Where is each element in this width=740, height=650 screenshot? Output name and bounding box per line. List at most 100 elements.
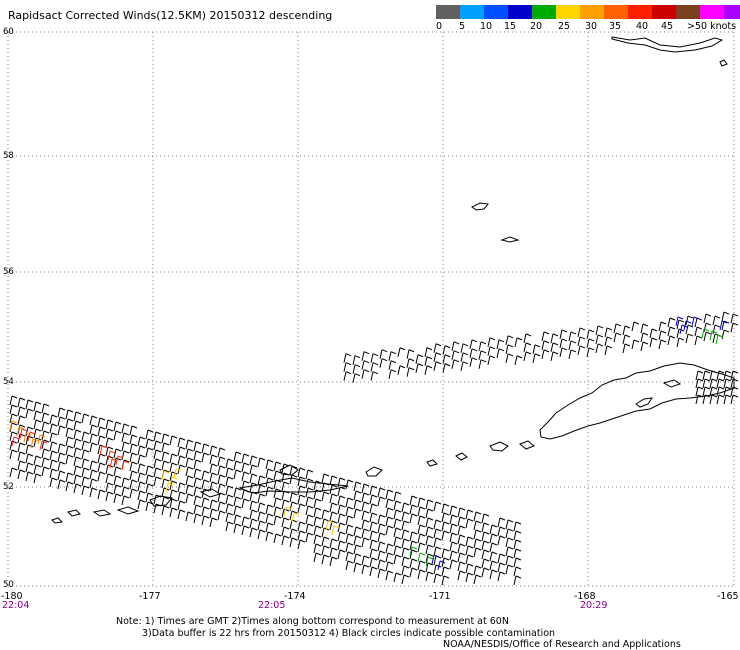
wind-barb-583 <box>451 350 460 360</box>
wind-barb-309 <box>305 523 314 534</box>
wind-barb-155 <box>161 433 170 444</box>
wind-barb-645 <box>658 321 667 332</box>
wind-barb-225 <box>225 494 234 505</box>
wind-barb-403 <box>393 500 402 511</box>
time-label-left: 22:04 <box>2 600 30 611</box>
wind-barb-145 <box>145 492 154 503</box>
wind-barb-520 <box>513 566 522 577</box>
wind-barb-32 <box>33 473 42 484</box>
wind-barb-604 <box>523 333 532 343</box>
wind-barb-241 <box>241 489 250 500</box>
wind-barb-563 <box>388 351 397 361</box>
wind-barb-355 <box>345 560 354 571</box>
wind-barb-498 <box>489 533 498 544</box>
wind-barb-70 <box>73 456 82 467</box>
wind-barb-577 <box>433 352 442 362</box>
wind-barb-556 <box>361 360 370 370</box>
wind-barb-203 <box>201 506 210 517</box>
wind-barb-609 <box>541 331 550 341</box>
wind-barb-605 <box>523 342 532 352</box>
lon-label-171: -171 <box>429 591 451 602</box>
wind-barb-437 <box>425 508 434 519</box>
wind-barb-549 <box>343 353 352 363</box>
wind-barb-441 <box>425 544 434 555</box>
coastline-shape-17 <box>92 509 112 517</box>
wind-barb-58 <box>65 418 74 429</box>
wind-barb-466 <box>449 550 458 561</box>
wind-barb-68 <box>73 438 82 449</box>
wind-barb-321 <box>321 482 330 493</box>
wind-barb-426 <box>409 558 418 569</box>
wind-barb-25 <box>33 401 42 412</box>
wind-barb-16 <box>17 469 26 480</box>
wind-barb-26 <box>33 410 42 421</box>
wind-barb-34 <box>41 412 50 423</box>
time-label-right: 20:29 <box>580 600 608 611</box>
wind-barb-702 <box>715 334 724 345</box>
wind-barb-618 <box>568 331 577 342</box>
wind-barb-530 <box>39 440 48 451</box>
wind-barb-661 <box>703 322 712 333</box>
wind-barb-5 <box>9 440 18 451</box>
wind-barb-219 <box>217 501 226 512</box>
wind-barb-598 <box>496 348 505 358</box>
wind-barb-95 <box>97 462 106 473</box>
wind-barb-340 <box>337 495 346 506</box>
wind-barb-296 <box>297 476 306 487</box>
wind-barb-388 <box>377 532 386 543</box>
wind-barb-435 <box>417 569 426 580</box>
wind-barb-73 <box>73 483 82 494</box>
wind-barb-578 <box>433 361 442 371</box>
wind-barb-499 <box>489 542 498 553</box>
wind-barb-700 <box>701 328 710 339</box>
wind-barb-6 <box>9 449 18 460</box>
wind-barb-497 <box>489 524 498 535</box>
wind-barb-670 <box>730 322 739 333</box>
wind-barb-376 <box>369 503 378 514</box>
wind-barb-46 <box>49 459 58 470</box>
wind-barb-136 <box>137 481 146 492</box>
wind-barb-260 <box>257 520 266 531</box>
wind-barb-128 <box>129 470 138 481</box>
wind-barb-521 <box>513 575 522 586</box>
wind-barb-642 <box>640 341 649 352</box>
wind-barb-186 <box>185 493 194 504</box>
wind-barb-55 <box>57 470 66 481</box>
legend-label-35: 35 <box>609 21 622 32</box>
wind-barb-610 <box>541 340 550 350</box>
legend-swatch-3 <box>508 5 532 19</box>
wind-barb-57 <box>65 409 74 420</box>
wind-barb-629 <box>595 343 604 354</box>
wind-barb-608 <box>532 353 541 363</box>
wind-barb-560 <box>370 371 379 381</box>
wind-barb-692 <box>730 378 739 389</box>
wind-barb-191 <box>193 468 202 479</box>
wind-barb-381 <box>369 548 378 559</box>
wind-barb-364 <box>353 562 362 573</box>
wind-barb-84 <box>89 433 98 444</box>
wind-barb-439 <box>425 526 434 537</box>
wind-barb-276 <box>273 515 282 526</box>
wind-barb-601 <box>505 353 514 363</box>
wind-barb-493 <box>481 540 490 551</box>
wind-barb-204 <box>201 515 210 526</box>
wind-barb-512 <box>505 546 514 557</box>
wind-barb-35 <box>41 421 50 432</box>
wind-barb-80 <box>81 476 90 487</box>
wind-barb-351 <box>345 524 354 535</box>
wind-barb-380 <box>369 539 378 550</box>
wind-barb-158 <box>161 460 170 471</box>
wind-barb-395 <box>385 507 394 518</box>
wind-barb-448 <box>433 537 442 548</box>
wind-barb-445 <box>433 501 442 512</box>
legend-label-0: 0 <box>436 21 443 32</box>
wind-barb-621 <box>577 327 586 338</box>
wind-barb-263 <box>265 468 274 479</box>
wind-barb-18 <box>25 408 34 419</box>
coastline <box>51 36 735 524</box>
wind-barb-599 <box>505 335 514 345</box>
coastline-shape-4 <box>539 362 735 440</box>
wind-barb-561 <box>379 349 388 359</box>
legend-swatch-10 <box>676 5 700 19</box>
wind-barb-422 <box>409 513 418 524</box>
